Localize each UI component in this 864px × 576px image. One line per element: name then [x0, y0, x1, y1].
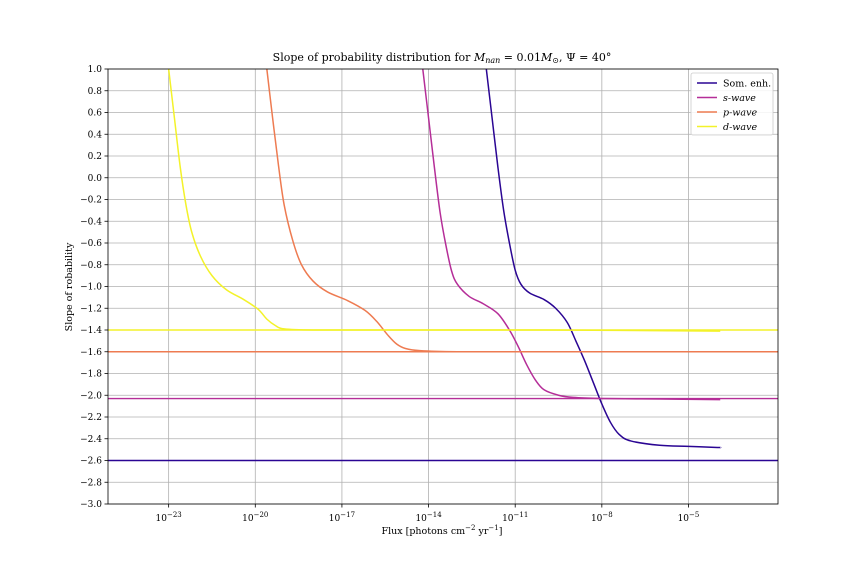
y-tick-label: −0.6: [80, 239, 102, 249]
chart-title-equals-mass: = 0.01: [500, 51, 541, 64]
x-tick-exponent: −5: [689, 511, 699, 519]
x-tick-exponent: −20: [254, 511, 269, 519]
y-tick-label: 0.8: [88, 87, 103, 97]
y-tick-label: −1.4: [80, 326, 102, 336]
x-tick-label: 10−23: [156, 511, 182, 524]
y-tick-label: −0.8: [80, 261, 102, 271]
y-tick-label: 0.0: [88, 174, 103, 184]
x-tick-base: 10: [415, 514, 427, 524]
y-tick-label: −3.0: [80, 500, 102, 510]
chart-title-msun-symbol: M: [540, 51, 553, 64]
x-tick-base: 10: [678, 514, 690, 524]
y-axis-label: Slope of robability: [64, 242, 75, 331]
x-axis-label-exp2: −1: [488, 524, 498, 532]
x-axis: 10−23 10−20 10−17 10−14 10−11 10−8 10−5: [156, 504, 700, 524]
series-line-3: [167, 69, 721, 332]
legend-label-2: p-wave: [723, 108, 757, 119]
legend-box: [690, 72, 774, 136]
x-tick-label: 10−14: [415, 511, 442, 524]
y-tick-label: 0.4: [88, 130, 103, 140]
y-tick-label: −1.6: [80, 348, 102, 358]
y-tick-label: −2.2: [80, 413, 102, 423]
x-tick-exponent: −14: [427, 511, 442, 519]
x-tick-base: 10: [591, 514, 603, 524]
x-tick-label: 10−20: [242, 511, 268, 524]
x-tick-base: 10: [502, 514, 514, 524]
series-line-1: [422, 69, 721, 401]
x-axis-label: Flux [photons cm−2 yr−1]: [382, 524, 503, 537]
legend-label-0: Som. enh.: [723, 79, 771, 90]
chart-title-m-symbol: M: [473, 51, 486, 64]
x-tick-base: 10: [329, 514, 341, 524]
chart-title-m-sub: nan: [485, 56, 500, 65]
y-tick-label: 1.0: [88, 65, 103, 75]
legend-label-3: d-wave: [723, 122, 757, 133]
y-tick-label: −2.4: [80, 435, 102, 445]
x-tick-exponent: −17: [340, 511, 355, 519]
y-tick-label: −0.4: [80, 217, 102, 227]
y-tick-label: 0.2: [88, 152, 102, 162]
y-axis: 1.0 0.8 0.6 0.4 0.2 0.0 −0.2 −0.4 −0.6 −0.8 −1.0 −1…: [80, 65, 108, 510]
grid: [108, 68, 778, 505]
x-tick-exponent: −23: [167, 511, 182, 519]
chart-title: Slope of probability distribution for Mn…: [273, 51, 612, 65]
legend-label-1: s-wave: [723, 93, 756, 104]
x-tick-label: 10−8: [591, 511, 613, 524]
y-tick-label: 0.6: [88, 109, 103, 119]
x-axis-label-exp1: −2: [465, 524, 475, 532]
x-axis-label-end: ]: [499, 526, 503, 537]
x-tick-label: 10−11: [502, 511, 528, 524]
x-axis-label-mid: yr: [475, 526, 488, 537]
x-axis-label-main: Flux [photons cm: [382, 526, 466, 537]
y-tick-label: −2.6: [80, 457, 102, 467]
y-tick-label: −2.8: [80, 478, 102, 488]
x-tick-exponent: −8: [602, 511, 612, 519]
y-tick-label: −2.0: [80, 391, 102, 401]
series-line-0: [485, 69, 722, 449]
y-tick-label: −1.2: [80, 304, 102, 314]
chart-title-psi: Ψ = 40°: [566, 51, 611, 64]
x-tick-base: 10: [156, 514, 168, 524]
x-tick-exponent: −11: [514, 511, 529, 519]
legend: Som. enh. s-wave p-wave d-wave: [690, 72, 774, 136]
x-tick-label: 10−5: [678, 511, 700, 524]
y-tick-label: −0.2: [80, 196, 102, 206]
series-line-2: [266, 69, 721, 353]
y-tick-label: −1.8: [80, 370, 102, 380]
chart-title-msun-sub: ⊙: [552, 56, 559, 65]
chart-title-separator: ,: [559, 51, 566, 64]
y-tick-label: −1.0: [80, 283, 102, 293]
x-tick-label: 10−17: [329, 511, 355, 524]
series-lines: [167, 69, 722, 449]
chart-title-prefix: Slope of probability distribution for: [273, 51, 474, 64]
x-tick-base: 10: [242, 514, 254, 524]
